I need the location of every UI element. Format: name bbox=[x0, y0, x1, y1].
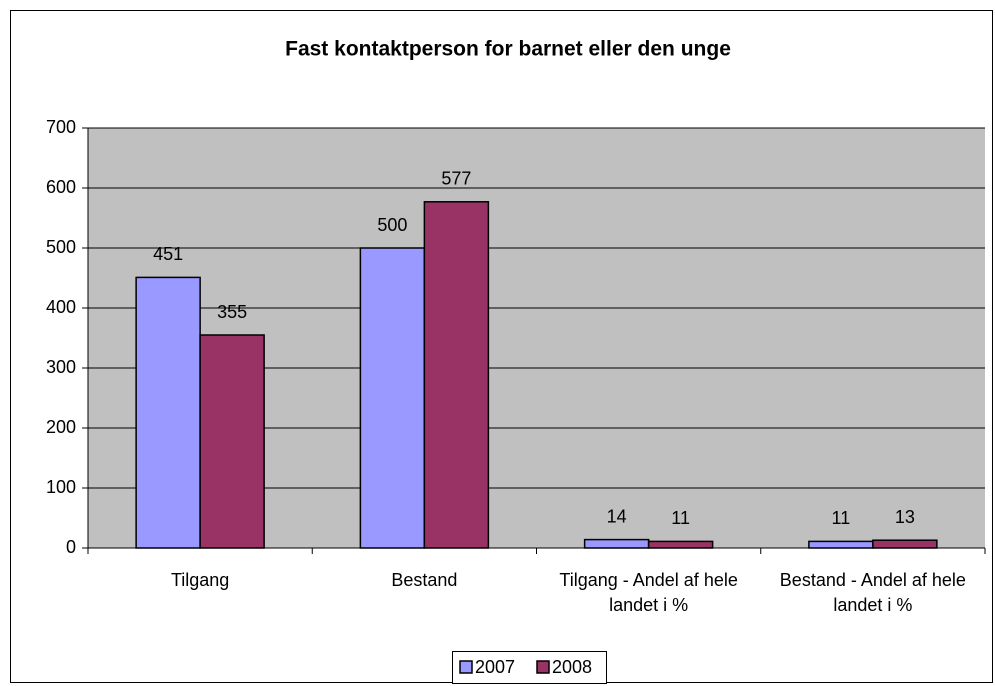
y-tick-label: 0 bbox=[66, 537, 76, 557]
y-tick-label: 600 bbox=[46, 177, 76, 197]
x-tick-label: Tilgang - Andel af hele landet i % bbox=[559, 570, 738, 615]
y-tick-label: 400 bbox=[46, 297, 76, 317]
chart-title: Fast kontaktperson for barnet eller den … bbox=[285, 38, 731, 61]
x-tick-label: Bestand - Andel af hele landet i % bbox=[779, 570, 966, 615]
value-label: 11 bbox=[671, 508, 690, 528]
y-tick-label: 300 bbox=[46, 357, 76, 377]
y-tick-label: 200 bbox=[46, 417, 76, 437]
value-label: 577 bbox=[441, 169, 471, 189]
value-label: 500 bbox=[377, 215, 407, 235]
bar bbox=[199, 334, 265, 549]
legend-swatch bbox=[459, 660, 473, 674]
bar bbox=[872, 539, 938, 549]
value-label: 11 bbox=[832, 508, 851, 528]
value-label: 451 bbox=[153, 244, 183, 264]
x-tick-label: Bestand bbox=[391, 570, 458, 590]
bar bbox=[423, 201, 490, 549]
legend-label: 2008 bbox=[552, 657, 592, 677]
bar bbox=[808, 540, 874, 549]
value-label: 355 bbox=[217, 302, 247, 322]
bar bbox=[135, 276, 201, 549]
bar bbox=[359, 247, 426, 549]
y-tick-label: 500 bbox=[46, 237, 76, 257]
legend-label: 2007 bbox=[475, 657, 515, 677]
legend-swatch bbox=[536, 660, 550, 674]
value-label: 13 bbox=[895, 507, 915, 527]
x-tick-label: Tilgang bbox=[170, 570, 230, 590]
bar bbox=[647, 540, 714, 549]
legend-box bbox=[452, 651, 607, 684]
y-tick-label: 100 bbox=[46, 477, 76, 497]
value-label: 14 bbox=[607, 506, 627, 526]
y-tick-label: 700 bbox=[46, 117, 76, 137]
bar bbox=[583, 538, 650, 549]
